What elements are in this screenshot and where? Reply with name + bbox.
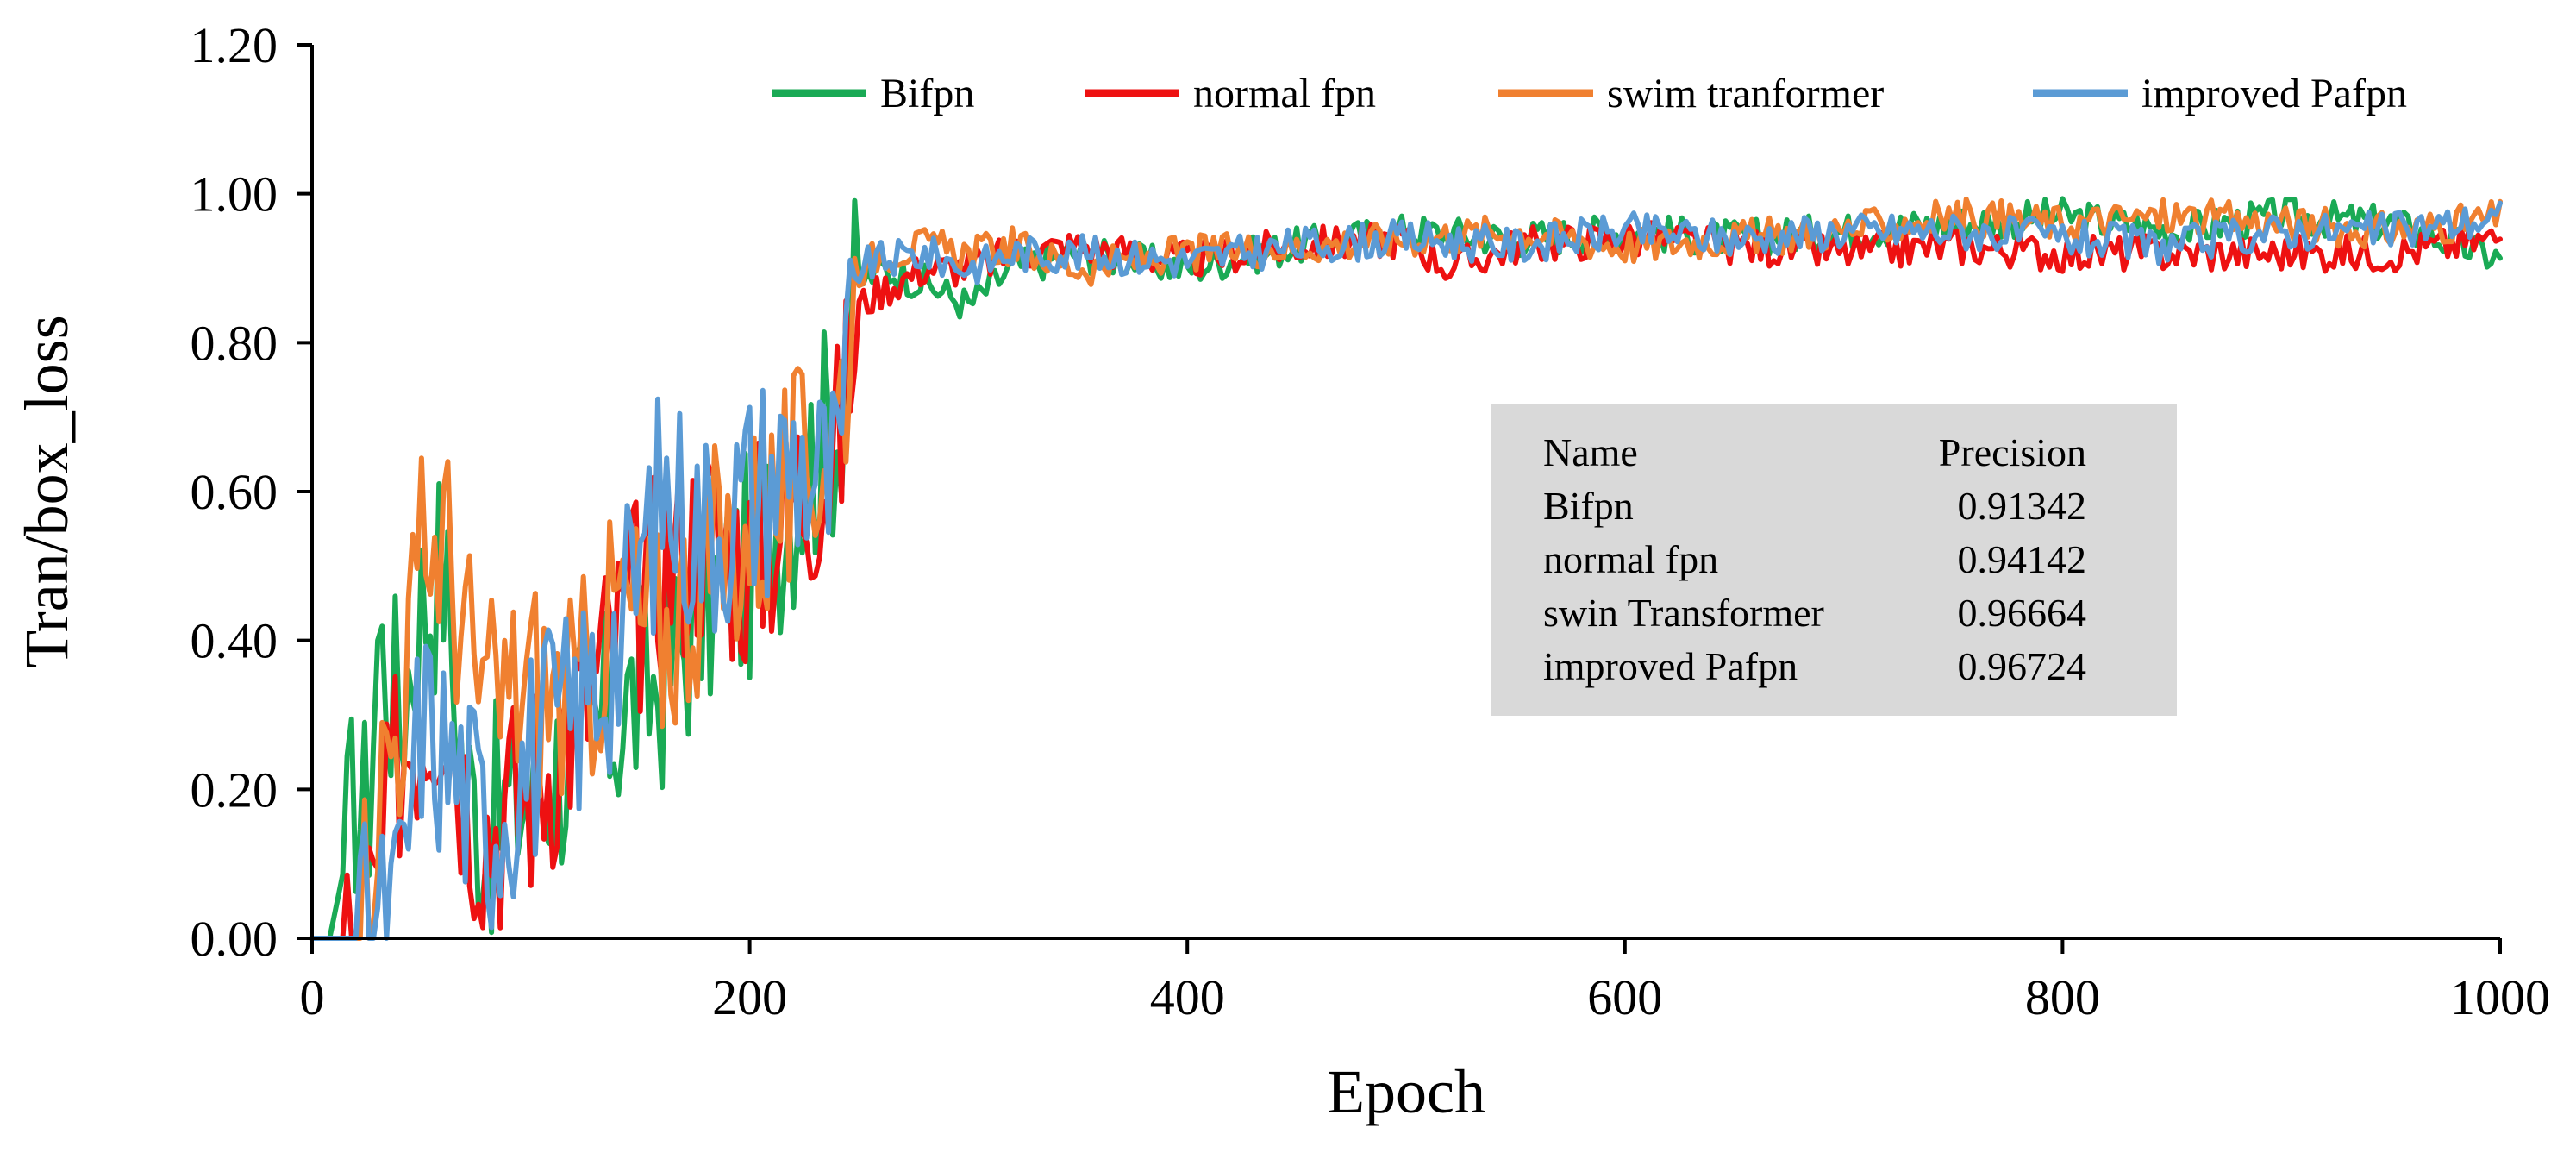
y-tick-label: 0.00 (191, 911, 278, 967)
x-tick-label: 600 (1587, 969, 1662, 1025)
precision-table: Name Precision Bifpn 0.91342 normal fpn … (1491, 404, 2177, 716)
precision-table-value-cell: 0.96724 (1958, 644, 2087, 688)
y-tick-label: 1.00 (191, 166, 278, 222)
series-line-improved-pafpn (309, 200, 2503, 941)
precision-table-header-precision: Precision (1939, 430, 2086, 474)
tick-layer: 0.00 0.20 0.40 0.60 0.80 1.00 1.20 0 200 400 600 80… (191, 17, 2551, 1025)
x-tick-label: 0 (300, 969, 325, 1025)
y-tick-label: 0.40 (191, 613, 278, 669)
y-axis-title: Tran/box_loss (12, 315, 81, 667)
x-tick-label: 800 (2025, 969, 2100, 1025)
legend-label: normal fpn (1193, 71, 1376, 116)
legend-label: Bifpn (880, 71, 974, 116)
precision-table-value-cell: 0.91342 (1958, 484, 2087, 528)
series-layer (309, 196, 2503, 941)
y-tick-label: 1.20 (191, 17, 278, 73)
precision-table-name-cell: normal fpn (1543, 537, 1718, 581)
legend-label: improved Pafpn (2141, 71, 2407, 116)
x-axis-title: Epoch (1327, 1057, 1485, 1126)
y-tick-label: 0.60 (191, 464, 278, 520)
precision-table-header-name: Name (1543, 430, 1638, 474)
x-tick-label: 400 (1150, 969, 1225, 1025)
precision-table-value-cell: 0.94142 (1958, 537, 2087, 581)
x-tick-label: 200 (712, 969, 787, 1025)
x-tick-label: 1000 (2450, 969, 2550, 1025)
legend: Bifpn normal fpn swim tranformer improved P… (772, 71, 2407, 116)
precision-table-background (1491, 404, 2177, 716)
precision-table-name-cell: Bifpn (1543, 484, 1634, 528)
precision-table-name-cell: improved Pafpn (1543, 644, 1798, 688)
legend-label: swim tranformer (1607, 71, 1884, 116)
precision-table-name-cell: swin Transformer (1543, 591, 1824, 635)
y-tick-label: 0.20 (191, 761, 278, 818)
precision-table-value-cell: 0.96664 (1958, 591, 2087, 635)
y-tick-label: 0.80 (191, 315, 278, 371)
